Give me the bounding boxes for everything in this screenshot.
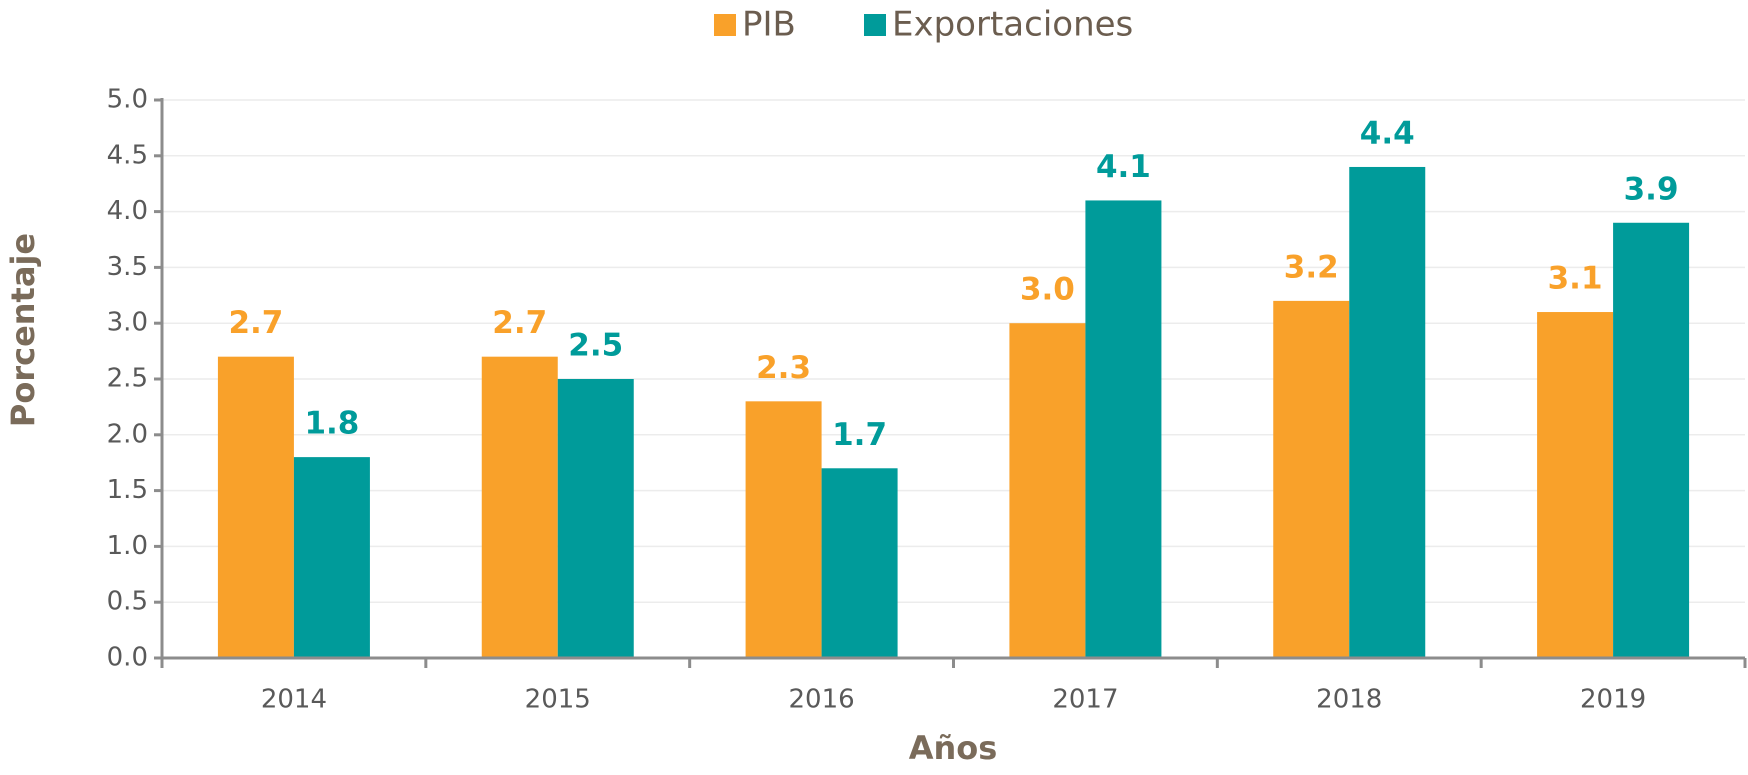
- bar: [481, 356, 558, 658]
- x-axis-title: Años: [909, 729, 998, 767]
- legend-label: Exportaciones: [892, 5, 1133, 45]
- data-label: 2.3: [756, 350, 811, 386]
- y-tick-label: 0.0: [107, 643, 148, 673]
- bar: [1613, 222, 1690, 658]
- data-label: 4.1: [1096, 149, 1151, 185]
- legend-label: PIB: [742, 5, 796, 45]
- x-tick-label: 2017: [1052, 685, 1118, 715]
- bar: [745, 401, 822, 658]
- y-axis-title: Porcentaje: [4, 233, 42, 427]
- y-tick-label: 0.5: [107, 587, 148, 617]
- data-label: 2.7: [228, 305, 283, 341]
- x-tick-label: 2015: [525, 685, 591, 715]
- bar: [1085, 200, 1162, 658]
- y-tick-label: 5.0: [107, 85, 148, 115]
- x-tick-label: 2019: [1580, 685, 1646, 715]
- y-tick-label: 3.0: [107, 308, 148, 338]
- bar: [557, 379, 634, 658]
- x-tick-label: 2018: [1316, 685, 1382, 715]
- bar: [1273, 300, 1350, 658]
- data-label: 1.8: [304, 406, 359, 442]
- bar: [293, 457, 370, 658]
- y-tick-label: 1.5: [107, 475, 148, 505]
- x-tick-label: 2016: [788, 685, 854, 715]
- data-label: 3.9: [1624, 171, 1679, 207]
- y-tick-label: 3.5: [107, 252, 148, 282]
- x-tick-label: 2014: [261, 685, 327, 715]
- data-label: 3.2: [1284, 249, 1339, 285]
- data-label: 4.4: [1360, 115, 1415, 151]
- data-label: 2.5: [568, 328, 623, 364]
- data-label: 3.0: [1020, 272, 1075, 308]
- legend-swatch: [864, 14, 886, 36]
- y-tick-label: 2.5: [107, 364, 148, 394]
- bar: [821, 468, 898, 658]
- y-tick-label: 4.0: [107, 196, 148, 226]
- data-label: 3.1: [1548, 261, 1603, 297]
- bar: [1009, 323, 1086, 658]
- bar: [1349, 166, 1426, 658]
- y-tick-label: 4.5: [107, 140, 148, 170]
- data-label: 1.7: [832, 417, 887, 453]
- bar: [217, 356, 294, 658]
- data-label: 2.7: [492, 305, 547, 341]
- y-tick-label: 1.0: [107, 531, 148, 561]
- bar: [1537, 312, 1614, 658]
- y-tick-label: 2.0: [107, 419, 148, 449]
- legend-swatch: [714, 14, 736, 36]
